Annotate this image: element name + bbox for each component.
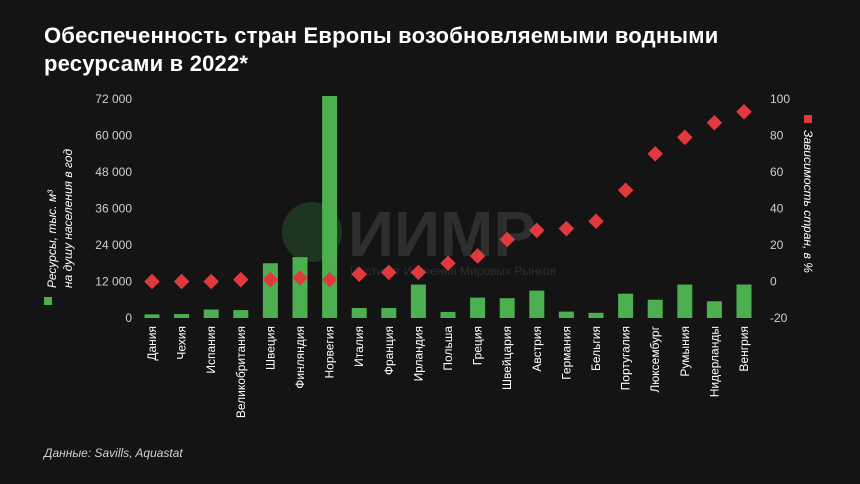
dependency-marker — [588, 213, 604, 230]
left-axis-tick-label: 36 000 — [95, 202, 132, 216]
category-label: Франция — [382, 326, 396, 375]
right-axis-tick-label: 80 — [770, 129, 784, 143]
right-axis-tick-label: 0 — [770, 275, 777, 289]
category-label: Австрия — [530, 326, 544, 372]
bar — [677, 284, 693, 318]
bar — [381, 307, 397, 318]
right-axis-tick-label: 100 — [770, 92, 790, 106]
dependency-marker — [706, 114, 723, 131]
bar — [262, 263, 278, 318]
dependency-marker — [617, 182, 634, 199]
category-label: Германия — [559, 326, 573, 380]
bar — [558, 311, 574, 318]
data-source-note: Данные: Savills, Aquastat — [44, 446, 183, 460]
left-axis-label-line1: Ресурсы, тыс. м³ — [45, 189, 59, 288]
category-label: Норвегия — [323, 326, 337, 379]
bar — [529, 290, 545, 318]
left-axis-tick-label: 60 000 — [95, 129, 132, 143]
bar — [647, 299, 663, 318]
bar — [233, 310, 249, 318]
category-label: Испания — [204, 326, 218, 374]
bar — [174, 314, 190, 318]
watermark-logo-text: ИИМР — [348, 198, 536, 270]
bar — [736, 284, 752, 318]
bar — [351, 307, 367, 318]
category-label: Польша — [441, 326, 455, 371]
legend-marker-swatch — [804, 115, 812, 123]
right-axis-tick-label: -20 — [770, 311, 788, 325]
dependency-marker — [233, 271, 249, 288]
left-axis-tick-label: 12 000 — [95, 275, 132, 289]
bar — [144, 314, 160, 318]
left-axis-tick-label: 72 000 — [95, 92, 132, 106]
category-label: Великобритания — [234, 326, 248, 418]
bar — [440, 311, 456, 318]
dependency-marker — [529, 222, 545, 239]
category-label: Швейцария — [500, 326, 514, 390]
bar — [618, 293, 634, 318]
legend-bar-swatch — [44, 297, 52, 305]
bar — [706, 301, 722, 318]
dependency-marker — [144, 273, 160, 290]
dependency-marker — [469, 248, 486, 264]
watermark-subtitle: Институт Изучения Мировых Рынков — [350, 264, 556, 278]
category-label: Венгрия — [737, 326, 751, 372]
category-label: Люксембург — [648, 325, 662, 392]
left-axis-tick-label: 24 000 — [95, 238, 132, 252]
dependency-marker — [173, 273, 190, 290]
right-axis-label: Зависимость стран, в % — [801, 130, 815, 273]
bar — [499, 298, 515, 318]
category-label: Чехия — [175, 326, 189, 360]
bar — [322, 95, 338, 318]
right-axis-tick-label: 40 — [770, 202, 784, 216]
category-label: Португалия — [619, 326, 633, 390]
bar — [588, 312, 604, 318]
left-axis-tick-label: 48 000 — [95, 165, 132, 179]
chart-title: Обеспеченность стран Европы возобновляем… — [44, 23, 719, 76]
category-label: Дания — [145, 326, 159, 361]
category-label: Италия — [352, 326, 366, 367]
category-label: Швеция — [263, 326, 277, 370]
bar — [470, 297, 486, 318]
bar — [203, 309, 219, 318]
category-label: Греция — [471, 326, 485, 365]
category-label: Нидерланды — [707, 326, 721, 397]
dependency-marker — [677, 129, 693, 146]
left-axis-tick-label: 0 — [125, 311, 132, 325]
bar — [410, 284, 426, 318]
category-label: Бельгия — [589, 326, 603, 371]
dependency-marker — [558, 220, 575, 237]
dependency-marker — [203, 273, 219, 290]
right-axis-tick-label: 60 — [770, 165, 784, 179]
dependency-marker — [736, 103, 752, 120]
left-axis-label-line2: на душу населения в год — [61, 149, 75, 288]
category-label: Ирландия — [411, 326, 425, 381]
dependency-marker — [499, 231, 515, 248]
right-axis-tick-label: 20 — [770, 238, 784, 252]
category-label: Финляндия — [293, 326, 307, 389]
bar — [292, 257, 308, 318]
category-label: Румыния — [678, 326, 692, 377]
dependency-marker — [647, 145, 663, 162]
